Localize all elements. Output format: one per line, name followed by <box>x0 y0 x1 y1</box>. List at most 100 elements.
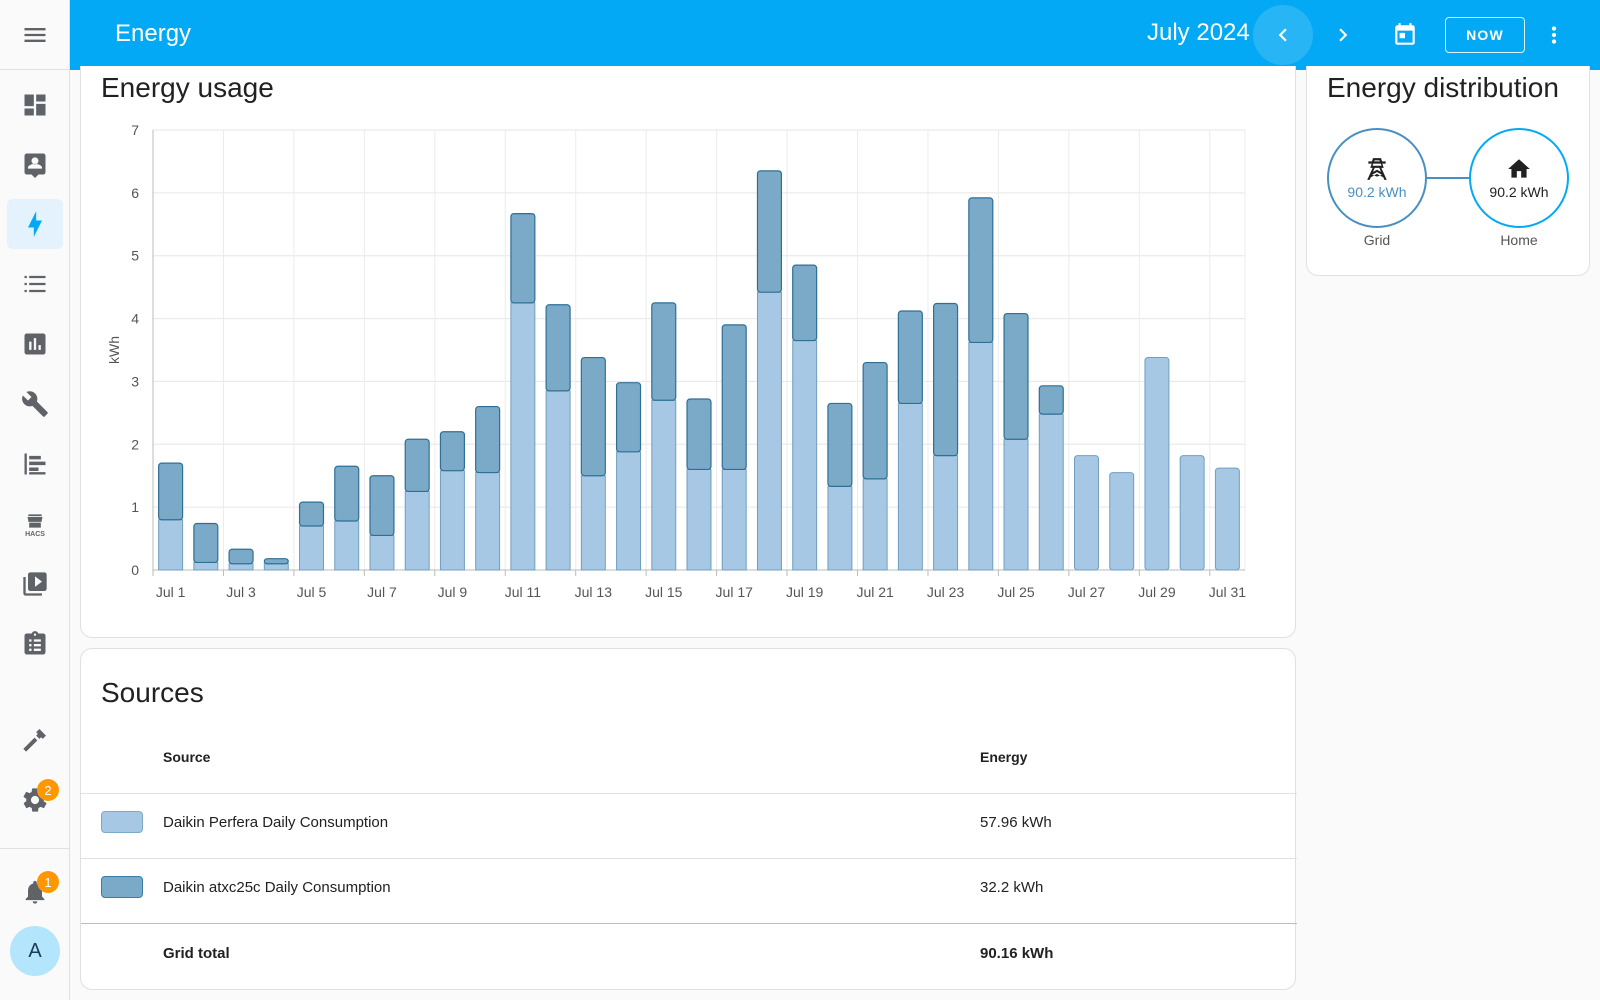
bar-atxc25c[interactable] <box>897 310 923 405</box>
previous-period-button[interactable] <box>1253 5 1313 65</box>
page-title: Energy <box>115 20 192 47</box>
bar-atxc25c[interactable] <box>510 213 536 304</box>
sidebar-item-media[interactable] <box>7 559 63 609</box>
bar-atxc25c[interactable] <box>545 304 571 392</box>
bar-atxc25c[interactable] <box>263 558 289 565</box>
grid-value: 90.2 kWh <box>1347 184 1407 200</box>
bar-atxc25c[interactable] <box>651 302 677 401</box>
bar-perfera[interactable] <box>862 478 888 571</box>
home-value: 90.2 kWh <box>1489 184 1549 200</box>
bar-perfera[interactable] <box>580 475 606 571</box>
bar-perfera[interactable] <box>404 490 430 571</box>
sidebar-item-overview[interactable] <box>7 80 63 130</box>
energy-usage-chart[interactable]: 0 1 2 3 4 5 6 7 Jul 1 Jul 3 Jul 5 Jul 7 Jul 9 Jul 11 J… <box>81 66 1297 626</box>
bar-perfera[interactable] <box>228 563 254 571</box>
sidebar-item-history[interactable] <box>7 319 63 369</box>
x-tick-label: Jul 13 <box>575 584 613 600</box>
bar-perfera[interactable] <box>1038 413 1064 571</box>
bar-atxc25c[interactable] <box>686 398 712 471</box>
bar-perfera[interactable] <box>193 561 219 571</box>
sidebar-item-developer-tools[interactable] <box>7 715 63 765</box>
bar-atxc25c[interactable] <box>1003 312 1029 440</box>
bar-perfera[interactable] <box>827 485 853 571</box>
bar-perfera[interactable] <box>968 341 994 571</box>
x-tick-label: Jul 3 <box>226 584 256 600</box>
bar-atxc25c[interactable] <box>933 302 959 457</box>
menu-icon[interactable] <box>21 21 49 49</box>
bar-perfera[interactable] <box>334 520 360 571</box>
bar-atxc25c[interactable] <box>228 548 254 565</box>
bar-atxc25c[interactable] <box>1038 385 1064 415</box>
grid-node[interactable]: 90.2 kWh <box>1327 128 1427 228</box>
bar-perfera[interactable] <box>439 470 465 571</box>
bar-atxc25c[interactable] <box>968 197 994 344</box>
bar-perfera[interactable] <box>1214 467 1240 571</box>
next-period-button[interactable] <box>1313 5 1373 65</box>
bar-perfera[interactable] <box>897 402 923 571</box>
wrench-icon <box>22 391 48 417</box>
bar-atxc25c[interactable] <box>580 356 606 477</box>
sidebar-item-map[interactable] <box>7 139 63 189</box>
bar-perfera[interactable] <box>933 455 959 571</box>
bar-atxc25c[interactable] <box>862 361 888 480</box>
column-header-energy[interactable]: Energy <box>980 749 1028 765</box>
bar-perfera[interactable] <box>616 451 642 571</box>
sidebar-item-notifications[interactable]: 1 <box>7 867 63 917</box>
date-picker-button[interactable] <box>1375 5 1435 65</box>
sidebar-item-tools[interactable] <box>7 379 63 429</box>
home-node[interactable]: 90.2 kWh <box>1469 128 1569 228</box>
bar-atxc25c[interactable] <box>615 382 642 453</box>
x-tick-label: Jul 9 <box>438 584 468 600</box>
bar-perfera[interactable] <box>1003 438 1029 571</box>
bar-perfera[interactable] <box>686 468 712 571</box>
bar-atxc25c[interactable] <box>756 170 783 293</box>
x-tick-label: Jul 29 <box>1138 584 1176 600</box>
bar-perfera[interactable] <box>299 525 324 571</box>
bar-perfera[interactable] <box>475 472 501 571</box>
y-tick-label: 5 <box>131 248 139 264</box>
bar-atxc25c[interactable] <box>334 465 360 522</box>
y-tick-label: 1 <box>131 499 139 515</box>
list-icon <box>24 275 46 293</box>
column-header-source[interactable]: Source <box>163 749 211 765</box>
bar-perfera[interactable] <box>545 390 571 571</box>
y-tick-label: 3 <box>131 373 139 389</box>
sidebar-item-logbook[interactable] <box>7 259 63 309</box>
avatar[interactable]: A <box>10 926 60 976</box>
period-label: July 2024 <box>1147 19 1250 46</box>
bar-perfera[interactable] <box>263 563 289 571</box>
x-tick-label: Jul 19 <box>786 584 824 600</box>
sidebar-item-todo[interactable] <box>7 619 63 669</box>
bar-atxc25c[interactable] <box>158 462 184 521</box>
bar-perfera[interactable] <box>721 468 747 571</box>
bar-atxc25c[interactable] <box>475 405 501 474</box>
bar-perfera[interactable] <box>1109 472 1135 571</box>
bar-atxc25c[interactable] <box>369 475 395 537</box>
now-button[interactable]: NOW <box>1445 17 1525 53</box>
bar-perfera[interactable] <box>792 340 818 571</box>
bar-atxc25c[interactable] <box>721 324 747 471</box>
bar-atxc25c[interactable] <box>193 522 219 564</box>
bar-perfera[interactable] <box>510 302 536 571</box>
bar-perfera[interactable] <box>1074 455 1099 571</box>
sidebar-header <box>0 0 69 70</box>
source-color-swatch <box>101 811 143 833</box>
sidebar-item-settings[interactable]: 2 <box>7 775 63 825</box>
bar-atxc25c[interactable] <box>792 264 818 342</box>
bar-perfera[interactable] <box>158 519 184 571</box>
bar-perfera[interactable] <box>756 291 782 571</box>
more-options-button[interactable] <box>1524 5 1584 65</box>
y-tick-label: 2 <box>131 436 139 452</box>
bar-atxc25c[interactable] <box>827 402 853 487</box>
sidebar-item-hacs[interactable]: HACS <box>7 499 63 549</box>
bar-perfera[interactable] <box>651 399 677 571</box>
energy-usage-card: Energy usage 0 1 2 3 4 5 6 7 Jul 1 Jul 3 Jul 5 Jul … <box>80 66 1296 638</box>
bar-atxc25c[interactable] <box>298 501 325 527</box>
bar-atxc25c[interactable] <box>404 438 430 493</box>
sidebar-item-energy[interactable] <box>7 199 63 249</box>
bar-atxc25c[interactable] <box>439 431 465 472</box>
bar-perfera[interactable] <box>369 534 395 571</box>
bar-perfera[interactable] <box>1144 357 1170 571</box>
bar-perfera[interactable] <box>1179 455 1205 571</box>
sidebar-item-hierarchy[interactable] <box>7 439 63 489</box>
